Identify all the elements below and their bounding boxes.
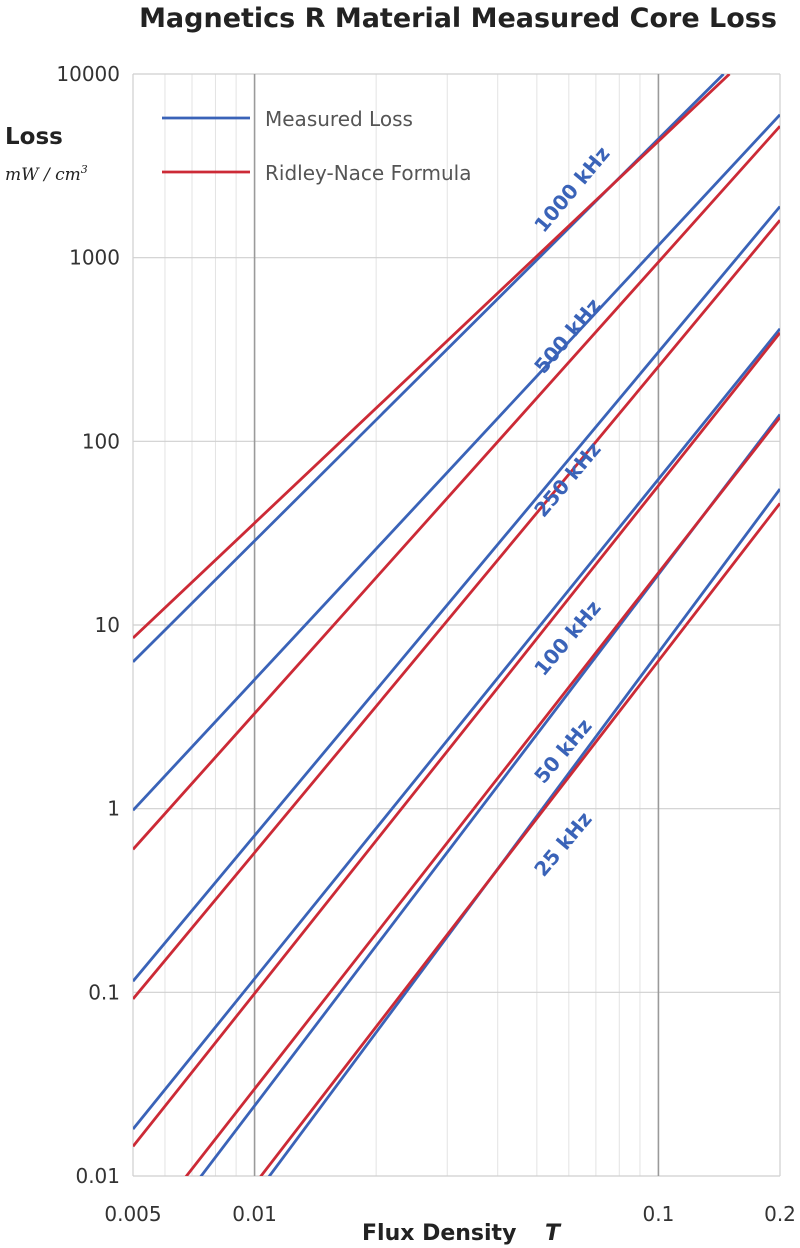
x-tick-label: 0.1 bbox=[643, 1202, 675, 1226]
y-axis-unit-sup: 3 bbox=[81, 163, 88, 176]
y-axis-label: Loss bbox=[5, 124, 63, 150]
series-line-formula bbox=[259, 502, 780, 1176]
y-tick-label: 100 bbox=[82, 429, 120, 453]
series-lines bbox=[133, 74, 780, 1176]
frequency-label: 250 kHz bbox=[529, 437, 605, 522]
y-tick-label: 0.1 bbox=[88, 980, 120, 1004]
y-tick-label: 1000 bbox=[69, 246, 120, 270]
series-line-formula bbox=[133, 219, 780, 1000]
y-axis-unit-text: mW / cm bbox=[5, 165, 81, 185]
legend: Measured Loss Ridley-Nace Formula bbox=[162, 107, 471, 185]
series-line-formula bbox=[184, 416, 780, 1176]
series-line-measured bbox=[133, 205, 780, 983]
series-line-measured bbox=[133, 113, 780, 812]
frequency-label: 25 kHz bbox=[529, 807, 597, 881]
legend-label-measured: Measured Loss bbox=[265, 107, 413, 131]
x-axis-unit: T bbox=[545, 1221, 562, 1246]
chart-title: Magnetics R Material Measured Core Loss bbox=[139, 3, 777, 34]
y-tick-label: 0.01 bbox=[75, 1164, 120, 1188]
x-tick-label: 0.2 bbox=[764, 1202, 796, 1226]
y-tick-label: 1 bbox=[107, 797, 120, 821]
frequency-label: 100 kHz bbox=[529, 596, 605, 681]
series-line-formula bbox=[133, 74, 731, 640]
grid bbox=[132, 73, 781, 1177]
x-tick-label: 0.01 bbox=[232, 1202, 277, 1226]
series-line-formula bbox=[133, 125, 780, 851]
y-tick-label: 10000 bbox=[56, 62, 120, 86]
y-tick-label: 10 bbox=[95, 613, 120, 637]
x-axis-title: Flux Density T bbox=[362, 1221, 562, 1246]
series-line-measured bbox=[133, 327, 780, 1130]
y-axis-unit: mW / cm3 bbox=[5, 163, 88, 185]
x-axis-label: Flux Density bbox=[362, 1221, 516, 1246]
series-line-formula bbox=[133, 331, 780, 1148]
legend-label-formula: Ridley-Nace Formula bbox=[265, 161, 471, 185]
tick-labels: 0.01 0.1 1 10 100 1000 10000 0.005 0.01 0.1 0.2 bbox=[56, 62, 796, 1226]
x-tick-label: 0.005 bbox=[104, 1202, 161, 1226]
